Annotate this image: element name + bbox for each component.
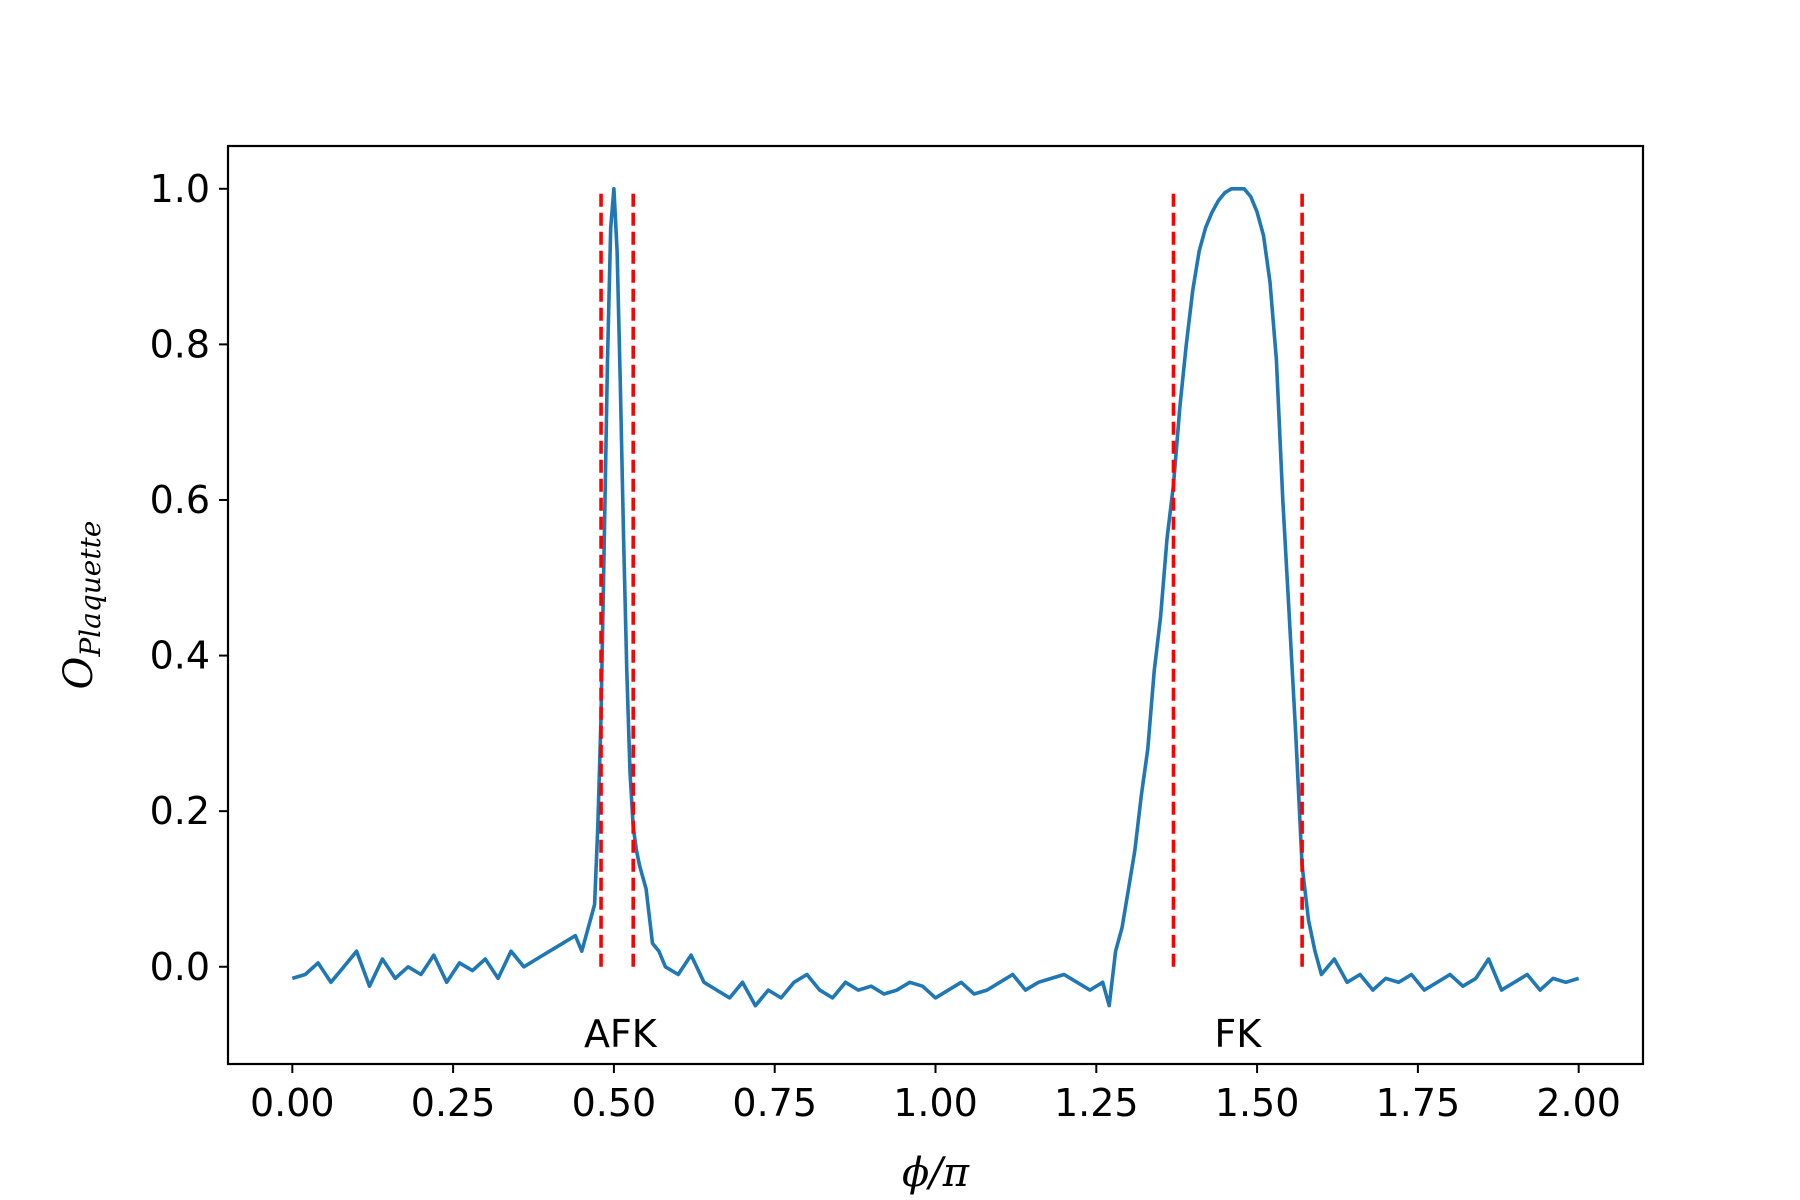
x-tick-label: 1.00 bbox=[893, 1081, 978, 1125]
y-tick-label: 0.6 bbox=[150, 478, 210, 522]
x-tick-label: 0.25 bbox=[411, 1081, 496, 1125]
y-tick-label: 0.8 bbox=[150, 322, 210, 366]
y-tick-label: 0.2 bbox=[150, 789, 210, 833]
y-tick-label: 0.0 bbox=[150, 945, 210, 989]
y-axis-title-main: O bbox=[56, 657, 102, 690]
x-tick-label: 0.75 bbox=[732, 1081, 817, 1125]
annotation-label: FK bbox=[1214, 1012, 1262, 1056]
x-tick-label: 2.00 bbox=[1536, 1081, 1621, 1125]
x-axis: 0.00 0.25 0.50 0.75 1.00 1.25 1.50 1.75 2.00 bbox=[250, 1064, 1621, 1125]
annotation-label: AFK bbox=[584, 1012, 658, 1056]
x-tick-label: 0.00 bbox=[250, 1081, 335, 1125]
y-tick-label: 0.4 bbox=[150, 634, 210, 678]
series-line-0 bbox=[291, 187, 1580, 1008]
y-axis-title-subscript: Plaquette bbox=[74, 521, 107, 658]
x-tick-label: 1.25 bbox=[1054, 1081, 1139, 1125]
x-axis-title: ϕ/π bbox=[902, 1150, 970, 1196]
x-tick-label: 1.75 bbox=[1376, 1081, 1461, 1125]
y-axis-title: OPlaquette bbox=[56, 521, 107, 690]
annotations: AFK FK bbox=[584, 1012, 1262, 1056]
y-tick-label: 1.0 bbox=[150, 167, 210, 211]
x-tick-label: 1.50 bbox=[1215, 1081, 1300, 1125]
plot-content bbox=[291, 187, 1580, 1008]
y-axis: 0.0 0.2 0.4 0.6 0.8 1.0 bbox=[150, 167, 228, 989]
x-tick-label: 0.50 bbox=[572, 1081, 657, 1125]
